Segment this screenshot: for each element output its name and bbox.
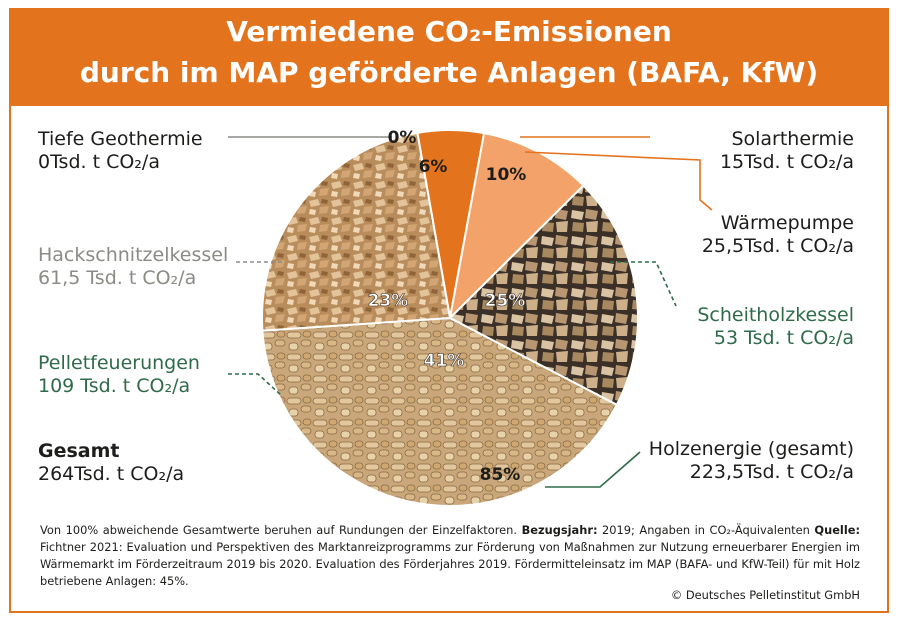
leader-holz bbox=[545, 451, 641, 488]
footnote-text-3: Fichtner 2021: Evaluation und Perspektiv… bbox=[40, 539, 860, 588]
pct-label-holz: 85% bbox=[480, 465, 521, 485]
pie-slice-pelletfeuerungen bbox=[261, 316, 619, 507]
pie-slice-waermepumpe bbox=[448, 131, 585, 321]
label-value: 0Tsd. t CO₂/a bbox=[38, 151, 160, 174]
label-name: Hackschnitzelkessel bbox=[38, 244, 229, 266]
label-tiefe-geothermie: Tiefe Geothermie 0Tsd. t CO₂/a bbox=[38, 128, 203, 174]
leader-pellet bbox=[228, 373, 283, 397]
label-name: Gesamt bbox=[38, 440, 120, 462]
label-name: Solarthermie bbox=[731, 128, 854, 150]
pct-label-hackschnitzelkessel: 23% bbox=[368, 291, 409, 311]
label-name: Wärmepumpe bbox=[720, 212, 854, 234]
footnote-text-1: Von 100% abweichende Gesamtwerte beruhen… bbox=[40, 523, 518, 537]
label-gesamt: Gesamt 264Tsd. t CO₂/a bbox=[38, 440, 184, 486]
title-line-1: Vermiedene CO₂-Emissionen bbox=[226, 15, 672, 48]
pct-label-scheitholzkessel: 25% bbox=[485, 291, 526, 311]
title-line-2: durch im MAP geförderte Anlagen (BAFA, K… bbox=[79, 56, 819, 89]
copyright: © Deutsches Pelletinstitut GmbH bbox=[670, 588, 860, 602]
label-value: 61,5 Tsd. t CO₂/a bbox=[38, 267, 197, 290]
label-name: Holzenergie (gesamt) bbox=[648, 438, 854, 460]
label-value: 223,5Tsd. t CO₂/a bbox=[689, 461, 854, 484]
label-hackschnitzelkessel: Hackschnitzelkessel 61,5 Tsd. t CO₂/a bbox=[38, 244, 228, 290]
pct-label-pelletfeuerungen: 41% bbox=[424, 351, 465, 371]
label-value: 15Tsd. t CO₂/a bbox=[719, 151, 854, 174]
label-value: 25,5Tsd. t CO₂/a bbox=[701, 235, 854, 258]
label-waermepumpe: Wärmepumpe 25,5Tsd. t CO₂/a bbox=[702, 212, 854, 258]
label-solarthermie: Solarthermie 15Tsd. t CO₂/a bbox=[720, 128, 854, 174]
label-holzenergie: Holzenergie (gesamt) 223,5Tsd. t CO₂/a bbox=[649, 438, 854, 484]
pct-label-waermepumpe: 10% bbox=[486, 165, 527, 185]
label-name: Tiefe Geothermie bbox=[38, 128, 203, 150]
leader-waermepumpe bbox=[524, 151, 713, 211]
chart-title: Vermiedene CO₂-Emissionen durch im MAP g… bbox=[11, 14, 887, 90]
label-value: 109 Tsd. t CO₂/a bbox=[38, 375, 191, 398]
label-name: Pelletfeuerungen bbox=[38, 352, 200, 374]
leader-scheitholz bbox=[610, 261, 677, 307]
frame bbox=[9, 8, 889, 613]
label-scheitholzkessel: Scheitholzkessel 53 Tsd. t CO₂/a bbox=[697, 304, 854, 350]
label-pelletfeuerungen: Pelletfeuerungen 109 Tsd. t CO₂/a bbox=[38, 352, 200, 398]
pct-label-solarthermie: 6% bbox=[419, 157, 448, 177]
footnote-bezugsjahr-label: Bezugsjahr: bbox=[521, 523, 598, 537]
label-value: 264Tsd. t CO₂/a bbox=[38, 463, 185, 486]
pie-slice-scheitholzkessel bbox=[448, 184, 639, 407]
label-name: Scheitholzkessel bbox=[697, 304, 854, 326]
pie-slice-hackschnitzelkessel bbox=[261, 131, 452, 332]
footnote-text-2: 2019; Angaben in CO₂-Äquivalenten bbox=[602, 523, 810, 537]
footnote-quelle-label: Quelle: bbox=[814, 523, 861, 537]
label-value: 53 Tsd. t CO₂/a bbox=[713, 327, 854, 350]
pct-label-geothermie: 0% bbox=[388, 128, 417, 148]
footnote: Von 100% abweichende Gesamtwerte beruhen… bbox=[40, 522, 860, 590]
title-banner bbox=[11, 10, 887, 106]
